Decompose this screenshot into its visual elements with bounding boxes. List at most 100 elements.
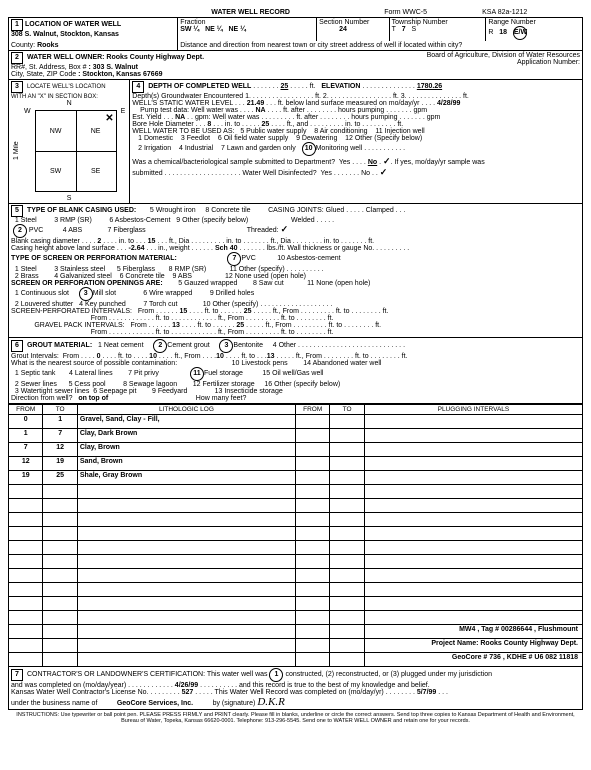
lh-lith: LITHOLOGIC LOG — [77, 405, 295, 415]
o1: 1 Continuous slot — [15, 290, 69, 297]
elev-v: 1780.26 — [417, 83, 442, 90]
u1: 1 Domestic — [138, 135, 173, 142]
gc4: 4 Lateral lines — [69, 370, 113, 377]
geo: GeoCore # 736 , KDHE # U6 082 11818 — [364, 653, 582, 667]
gv4: 13 — [267, 353, 275, 360]
f1: SW ¼ — [180, 26, 199, 33]
static-v: 21.49 — [247, 100, 265, 107]
g2: Cement grout — [167, 342, 209, 349]
secnum: 24 — [319, 26, 347, 33]
s1: 1 Steel — [15, 266, 37, 273]
depth-label: DEPTH OF COMPLETED WELL — [148, 83, 251, 90]
depth-v: 25 — [280, 83, 288, 90]
g3-circle: 3 — [219, 339, 233, 353]
gc11: Fuel storage — [204, 370, 243, 377]
cert-sig: by (signature) — [213, 700, 256, 707]
gc7: 7 Pit privy — [128, 370, 159, 377]
sp-fr2b: ft., From — [218, 315, 244, 322]
weld: Welded — [291, 217, 315, 224]
bore-d2: 25 — [262, 121, 270, 128]
gc13: 13 Insecticide storage — [215, 388, 283, 395]
table-row — [9, 541, 583, 555]
cert-date: 4/26/99 — [175, 682, 198, 689]
dia-in2: in. to — [226, 238, 241, 245]
gp-l: GRAVEL PACK INTERVALS: — [34, 322, 124, 329]
c6: 6 Asbestos-Cement — [109, 217, 170, 224]
dia-ft: ft., Dia — [169, 238, 189, 245]
cert-lic: Kansas Water Well Contractor's License N… — [11, 689, 149, 696]
static-txt: ft. below land surface measured on mo/da… — [278, 100, 420, 107]
sec5-num: 5 — [11, 205, 23, 217]
c2: PVC — [29, 227, 43, 234]
gc9: 9 Feedyard — [152, 388, 187, 395]
app-l: Application Number: — [517, 59, 580, 66]
u3: 3 Feedlot — [181, 135, 210, 142]
table-row: 712Clay, Brown — [9, 443, 583, 457]
sec3-num: 3 — [11, 81, 23, 93]
gp-to2: ft. to — [156, 329, 170, 336]
f2: NE ¼ — [205, 26, 223, 33]
dia-ft3: ft. — [368, 238, 374, 245]
chem-n: No — [368, 159, 377, 166]
gw-ft3: ft. — [463, 93, 469, 100]
sp-v1: 15 — [179, 308, 187, 315]
gf: From — [63, 353, 79, 360]
lh-from2: FROM — [295, 405, 329, 415]
bore-ft: ft., and — [287, 121, 308, 128]
dir-e: E — [119, 107, 128, 195]
q-ne: NE✕ — [76, 111, 116, 151]
sp-from: From — [138, 308, 154, 315]
s4: 4 Galvanized steel — [54, 273, 112, 280]
joints: CASING JOINTS: Glued — [268, 207, 344, 214]
clamp: Clamped — [366, 207, 394, 214]
sp-ft: ft. to — [336, 308, 350, 315]
section-box[interactable]: NW NE✕ SW SE — [35, 110, 117, 192]
own-label: WATER WELL OWNER: — [27, 54, 105, 61]
s7-circle: 7 — [227, 252, 241, 266]
table-row — [9, 513, 583, 527]
gc8: 8 Sewage lagoon — [123, 381, 177, 388]
rng-ew-circle: E/W — [513, 26, 527, 40]
city-l: City, State, ZIP Code — [11, 71, 76, 78]
pump-na: NA — [256, 107, 266, 114]
table-row — [9, 597, 583, 611]
q-nw: NW — [36, 111, 76, 151]
dir-n: N — [11, 100, 127, 107]
static-date: 4/28/99 — [437, 100, 460, 107]
sec2-num: 2 — [11, 52, 23, 64]
s3: 3 Stainless steel — [54, 266, 105, 273]
s12: 12 None used (open hole) — [225, 273, 306, 280]
pump-gpm: gpm — [414, 107, 428, 114]
gp-ft: ft. to — [329, 322, 343, 329]
rng-n: 18 — [499, 29, 507, 36]
gv3: 10 — [216, 353, 224, 360]
gp-to: ft. to — [197, 322, 211, 329]
city: : Stockton, Kansas 67669 — [78, 71, 162, 78]
pump-aft: ft. after — [283, 107, 305, 114]
c10g: 10 Livestock pens — [232, 360, 288, 367]
ft1: ft. — [310, 83, 316, 90]
gint-l: Grout Intervals: — [11, 353, 59, 360]
table-row — [9, 499, 583, 513]
dia-l: Blank casing diameter — [11, 238, 80, 245]
grout-label: GROUT MATERIAL: — [27, 342, 92, 349]
pump-hrs: hours pumping — [338, 107, 384, 114]
chem-y: Yes — [339, 159, 350, 166]
table-row: 1925Shale, Gray Brown — [9, 471, 583, 485]
gp-ftb: ft. to — [281, 329, 295, 336]
bore: Bore Hole Diameter — [132, 121, 193, 128]
instructions: INSTRUCTIONS: Use typewriter or ball poi… — [8, 710, 583, 724]
form: Form WWC-5 — [382, 8, 480, 17]
cert-licn: 527 — [182, 689, 194, 696]
loc-label: LOCATION OF WATER WELL — [25, 21, 121, 28]
gv2: 10 — [149, 353, 157, 360]
mile-l: 1 Mile — [11, 107, 22, 195]
dir-s: S — [11, 195, 127, 202]
disinf: Water Well Disinfected? — [242, 170, 316, 177]
q-sw: SW — [36, 151, 76, 191]
twp-n: 7 — [402, 26, 406, 33]
g4: 4 Other — [273, 342, 296, 349]
table-row: 1219Sand, Brown — [9, 457, 583, 471]
dn: No — [361, 170, 370, 177]
s9: 9 ABS — [172, 273, 191, 280]
